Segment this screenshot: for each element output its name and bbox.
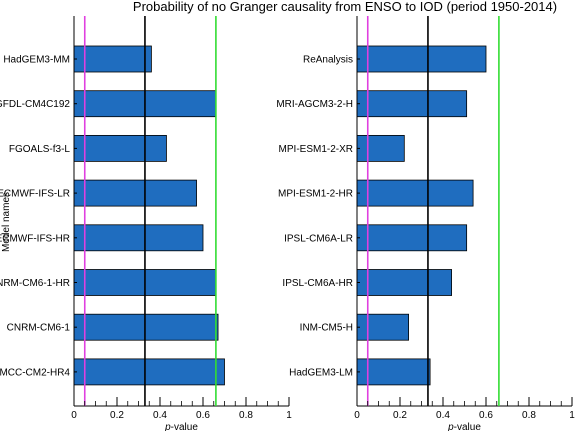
x-tick-label: 0 [354, 410, 360, 421]
x-tick-label: 0.2 [110, 410, 124, 421]
category-label: HadGEM3-LM [289, 367, 353, 378]
bar [73, 45, 152, 73]
category-label: MPI-ESM1-2-HR [278, 189, 353, 200]
x-tick-label: 0.2 [393, 410, 407, 421]
category-label: CMCC-CM2-HR4 [0, 367, 70, 378]
x-tick-label: 0.6 [196, 410, 210, 421]
bar [356, 179, 474, 207]
y-axis-label: Model names [1, 192, 12, 252]
category-label: ECMWF-IFS-LR [0, 189, 70, 200]
bar [356, 45, 487, 73]
x-tick-label: 0.4 [436, 410, 450, 421]
x-tick-label: 0 [71, 410, 77, 421]
bar [73, 313, 219, 341]
x-axis-label: p-value [447, 422, 481, 431]
chart-title: Probability of no Granger causality from… [133, 0, 557, 14]
category-label: CNRM-CM6-1-HR [0, 278, 70, 289]
x-tick-label: 0.4 [153, 410, 167, 421]
category-label: MPI-ESM1-2-XR [279, 144, 353, 155]
bar [356, 134, 405, 162]
x-tick-label: 0.8 [239, 410, 253, 421]
category-label: MRI-AGCM3-2-H [276, 99, 353, 110]
category-label: CNRM-CM6-1 [7, 323, 71, 334]
category-label: INM-CM5-H [300, 323, 353, 334]
category-label: GFDL-CM4C192 [0, 99, 70, 110]
bar [356, 358, 431, 386]
bar [73, 134, 167, 162]
bar [73, 358, 225, 386]
bar [356, 224, 468, 252]
x-axis-label: p-value [164, 422, 198, 431]
bar [356, 269, 452, 296]
category-label: IPSL-CM6A-HR [282, 278, 353, 289]
category-label: ReAnalysis [303, 55, 353, 66]
category-label: HadGEM3-MM [3, 55, 70, 66]
bar [73, 224, 204, 252]
category-label: IPSL-CM6A-LR [284, 233, 353, 244]
bar [356, 90, 468, 118]
x-tick-label: 0.8 [522, 410, 536, 421]
bar [356, 313, 409, 341]
x-tick-label: 1 [569, 410, 575, 421]
category-label: FGOALS-f3-L [9, 144, 71, 155]
bar [73, 179, 197, 207]
x-tick-label: 0.6 [479, 410, 493, 421]
x-tick-label: 1 [286, 410, 292, 421]
category-label: ECMWF-IFS-HR [0, 233, 70, 244]
